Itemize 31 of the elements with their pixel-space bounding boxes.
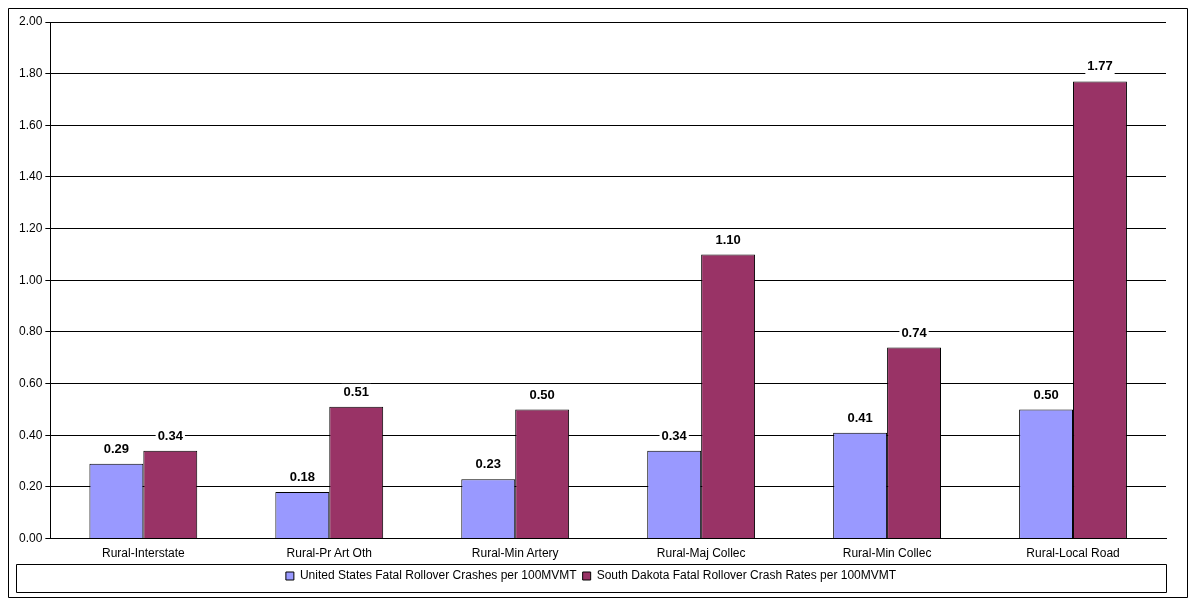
data-label: 0.74 bbox=[901, 324, 928, 340]
legend-label: South Dakota Fatal Rollover Crash Rates per 100MVMT bbox=[596, 568, 897, 583]
data-label: 0.23 bbox=[475, 456, 501, 472]
y-tick-label: 0.00 bbox=[19, 530, 43, 545]
x-tick-label: Rural-Min Collec bbox=[842, 546, 932, 561]
data-label: 1.77 bbox=[1087, 58, 1113, 74]
data-label: 0.34 bbox=[157, 427, 184, 443]
x-tick-label: Rural-Maj Collec bbox=[656, 546, 746, 561]
data-label: 0.34 bbox=[661, 427, 688, 443]
x-tick-label: Rural-Min Artery bbox=[471, 546, 559, 561]
y-tick-label: 0.40 bbox=[19, 427, 43, 442]
y-tick-label: 0.80 bbox=[19, 324, 43, 339]
data-label: 0.50 bbox=[529, 386, 555, 402]
data-label: 0.50 bbox=[1033, 386, 1059, 402]
x-tick-label: Rural-Local Road bbox=[1026, 546, 1120, 561]
data-label: 0.41 bbox=[847, 409, 873, 425]
data-label: 1.10 bbox=[715, 231, 741, 247]
y-tick-label: 1.80 bbox=[19, 65, 43, 80]
data-label: 0.18 bbox=[289, 469, 315, 485]
y-tick-label: 1.60 bbox=[19, 117, 43, 132]
y-tick-label: 1.40 bbox=[19, 169, 43, 184]
x-tick-label: Rural-Interstate bbox=[101, 546, 185, 561]
y-tick-label: 1.00 bbox=[19, 272, 43, 287]
y-tick-label: 0.20 bbox=[19, 479, 43, 494]
y-tick-label: 2.00 bbox=[19, 14, 43, 29]
y-tick-label: 0.60 bbox=[19, 375, 43, 390]
data-label: 0.29 bbox=[103, 440, 130, 456]
x-tick-label: Rural-Pr Art Oth bbox=[286, 546, 372, 561]
data-label: 0.51 bbox=[343, 383, 369, 399]
y-tick-label: 1.20 bbox=[19, 220, 43, 235]
legend-label: United States Fatal Rollover Crashes per 100MVMT bbox=[299, 568, 578, 583]
